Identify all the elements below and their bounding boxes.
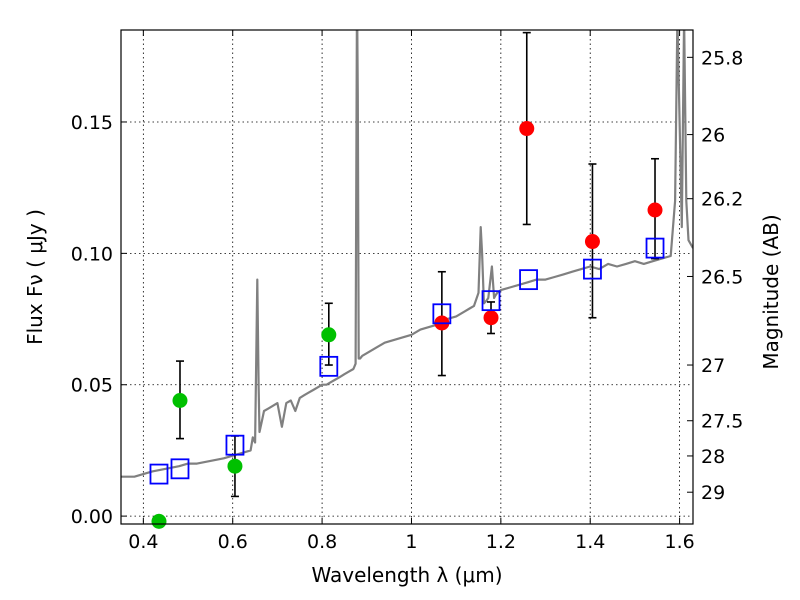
model-photometry-square [225, 434, 245, 456]
model-spectrum-line [121, 30, 693, 478]
model-photometry-square [432, 303, 452, 325]
y2-tick-label: 26 [701, 125, 725, 147]
x-tick-label: 0.6 [218, 531, 248, 553]
x-tick-label: 1 [405, 531, 417, 553]
data-point-red [519, 121, 535, 137]
x-tick-label: 1.4 [575, 531, 605, 553]
y2-tick-label: 29 [701, 482, 725, 504]
model-photometry-square [645, 237, 665, 259]
y-axis-label: Flux Fν ( μJy ) [23, 209, 47, 345]
tick-layer: 0.4 0.6 0.8 1 1.2 1.4 1.6 0.00 0.05 0.10 0.15 25.8 2… [71, 30, 743, 553]
model-photometry-square [481, 290, 501, 312]
y2-tick-label: 27 [701, 355, 725, 377]
data-point-green [227, 458, 243, 474]
data-point-red [483, 310, 499, 326]
errorbar-layer [175, 31, 660, 498]
marker-layer [149, 121, 665, 529]
y-tick-label: 0.00 [71, 506, 113, 528]
model-photometry-square [519, 269, 538, 291]
plot-frame [120, 29, 694, 525]
grid-layer [121, 30, 693, 524]
x-axis-label: Wavelength λ (μm) [311, 563, 502, 587]
y2-tick-label: 25.8 [701, 47, 743, 69]
x-tick-label: 0.4 [128, 531, 158, 553]
spectrum-layer [121, 30, 693, 478]
y2-axis-label: Magnitude (AB) [759, 214, 783, 369]
data-point-green [172, 393, 188, 408]
data-point-red [647, 202, 663, 218]
x-tick-label: 0.8 [307, 531, 337, 553]
y2-tick-label: 27.5 [701, 411, 743, 433]
y2-tick-label: 26.5 [701, 266, 743, 288]
model-photometry-square [170, 458, 190, 480]
y-tick-label: 0.15 [71, 112, 113, 134]
model-photometry-square [583, 258, 602, 280]
upper-limit-triangle [152, 513, 165, 526]
y2-tick-label: 28 [701, 446, 725, 468]
data-point-red [584, 234, 600, 250]
y-tick-label: 0.10 [71, 243, 113, 265]
model-photometry-square [319, 355, 339, 377]
x-tick-label: 1.6 [664, 531, 694, 553]
data-point-green [321, 327, 337, 343]
x-tick-label: 1.2 [486, 531, 516, 553]
y2-tick-label: 26.2 [701, 189, 743, 211]
y-tick-label: 0.05 [71, 375, 113, 397]
model-photometry-square [149, 463, 169, 485]
